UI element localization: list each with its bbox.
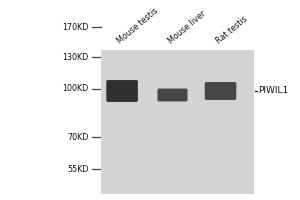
- Text: 170KD: 170KD: [62, 22, 88, 31]
- Text: PIWIL1: PIWIL1: [258, 86, 288, 95]
- Text: Mouse liver: Mouse liver: [167, 9, 208, 46]
- FancyBboxPatch shape: [106, 80, 138, 102]
- FancyBboxPatch shape: [158, 89, 188, 101]
- Text: Rat testis: Rat testis: [215, 15, 249, 46]
- FancyBboxPatch shape: [205, 82, 236, 100]
- Text: 70KD: 70KD: [67, 132, 88, 142]
- Text: Mouse testis: Mouse testis: [116, 7, 160, 46]
- Text: 55KD: 55KD: [67, 164, 88, 173]
- Text: 130KD: 130KD: [62, 52, 88, 62]
- Text: 100KD: 100KD: [62, 84, 88, 93]
